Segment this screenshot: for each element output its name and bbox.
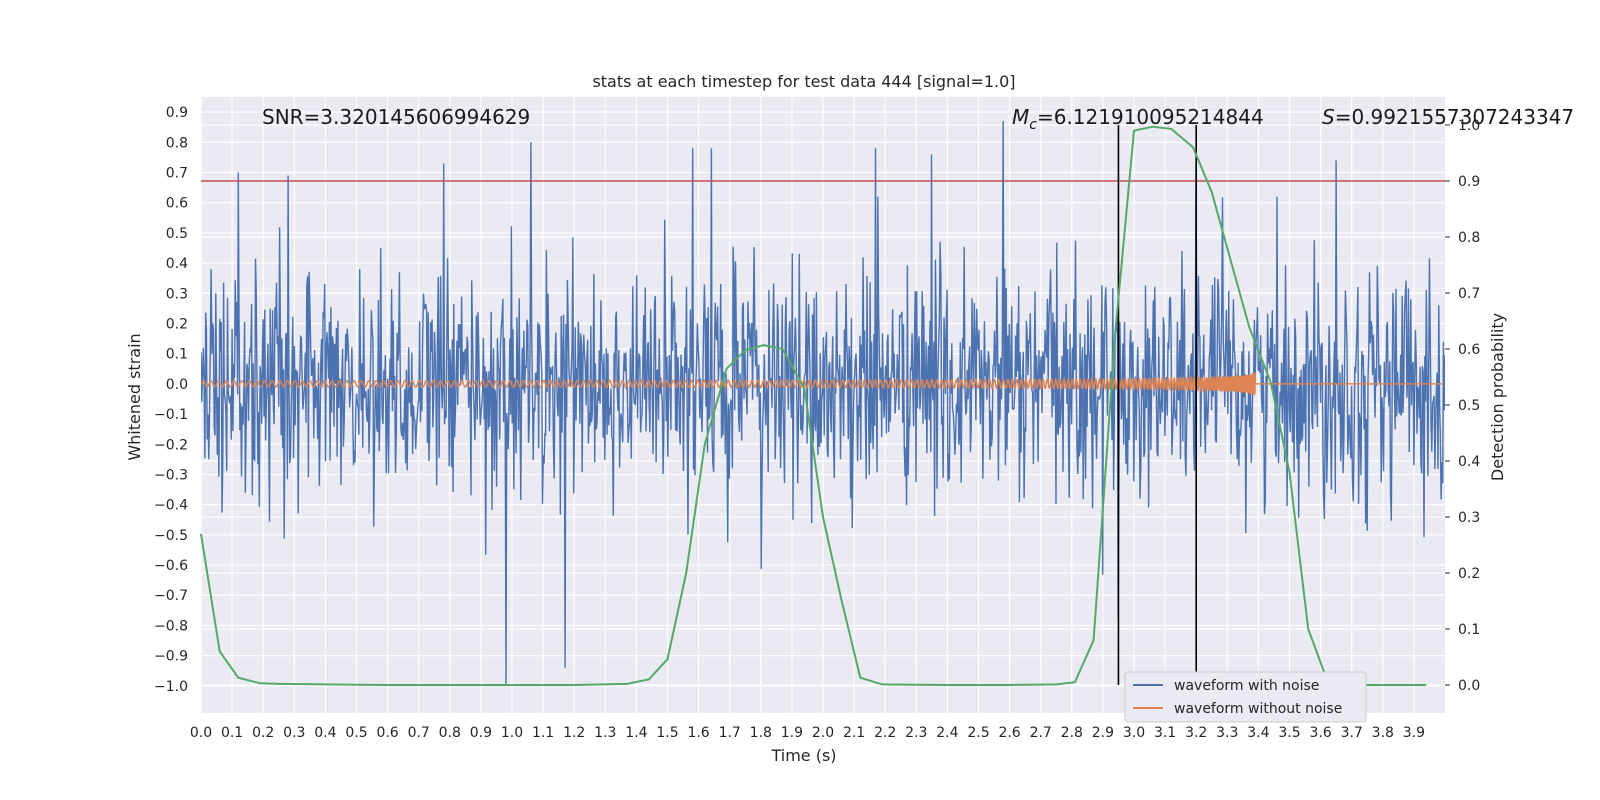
y-right-tick-label: 0.1 <box>1458 622 1480 638</box>
snr-annotation: SNR=3.320145606994629 <box>262 105 530 129</box>
x-tick-label: 1.5 <box>656 725 678 741</box>
y-tick-label: 0.5 <box>166 226 188 242</box>
x-tick-label: 2.9 <box>1092 725 1114 741</box>
y-tick-label: −0.3 <box>154 467 188 483</box>
y-right-tick-label: 0.0 <box>1458 678 1480 694</box>
legend-label-clean: waveform without noise <box>1174 701 1342 717</box>
x-tick-label: 3.4 <box>1247 725 1269 741</box>
y-tick-label: 0.4 <box>166 256 188 272</box>
y-tick-label: −0.6 <box>154 558 188 574</box>
series-clean <box>201 372 1442 396</box>
x-tick-label: 3.6 <box>1309 725 1331 741</box>
x-tick-label: 0.5 <box>345 725 367 741</box>
y-tick-label: 0.3 <box>166 286 188 302</box>
y-right-tick-label: 0.5 <box>1458 398 1480 414</box>
y-right-tick-label: 0.3 <box>1458 510 1480 526</box>
x-tick-label: 0.4 <box>314 725 336 741</box>
chart-title: stats at each timestep for test data 444… <box>592 72 1015 91</box>
x-axis-label: Time (s) <box>770 746 836 765</box>
x-tick-label: 0.0 <box>190 725 212 741</box>
x-tick-label: 1.1 <box>532 725 554 741</box>
y-right-tick-label: 0.2 <box>1458 566 1480 582</box>
y-tick-label: −0.9 <box>154 649 188 665</box>
y-right-tick-label: 1.0 <box>1458 118 1480 134</box>
x-tick-label: 2.6 <box>998 725 1020 741</box>
x-tick-label: 2.5 <box>967 725 989 741</box>
y-axis-label-right: Detection probability <box>1488 313 1507 481</box>
x-tick-label: 1.9 <box>781 725 803 741</box>
mc-symbol: M <box>1012 105 1029 129</box>
x-tick-label: 2.1 <box>843 725 865 741</box>
x-tick-label: 0.7 <box>408 725 430 741</box>
x-tick-label: 3.0 <box>1123 725 1145 741</box>
y-tick-label: −0.5 <box>154 528 188 544</box>
y-tick-label: 0.1 <box>166 347 188 363</box>
x-ticks: 0.0 0.1 0.2 0.3 0.4 0.5 0.6 0.7 0.8 0.9 1.0 1.1 1.2 1… <box>190 725 1425 741</box>
s-value: =0.9921557307243347 <box>1335 105 1574 129</box>
x-tick-label: 2.7 <box>1030 725 1052 741</box>
y-right-tick-label: 0.7 <box>1458 286 1480 302</box>
x-tick-label: 3.7 <box>1341 725 1363 741</box>
x-tick-label: 1.3 <box>594 725 616 741</box>
y-tick-label: 0.7 <box>166 165 188 181</box>
x-tick-label: 0.6 <box>376 725 398 741</box>
y-tick-label: 0.2 <box>166 316 188 332</box>
x-tick-label: 3.9 <box>1403 725 1425 741</box>
y-right-tick-label: 0.4 <box>1458 454 1480 470</box>
x-tick-label: 3.2 <box>1185 725 1207 741</box>
mc-value: =6.121910095214844 <box>1037 105 1264 129</box>
s-annotation: S=0.9921557307243347 <box>1322 105 1574 129</box>
y-tick-label: −0.2 <box>154 437 188 453</box>
x-tick-label: 1.0 <box>501 725 523 741</box>
x-tick-label: 3.3 <box>1216 725 1238 741</box>
y-ticks-right: 0.0 0.1 0.2 0.3 0.4 0.5 0.6 0.7 0.8 0.9 1.0 <box>1445 118 1480 694</box>
x-tick-label: 0.9 <box>470 725 492 741</box>
y-tick-label: 0.9 <box>166 105 188 121</box>
series-noise <box>201 121 1445 686</box>
y-tick-label: 0.8 <box>166 135 188 151</box>
x-tick-label: 0.8 <box>439 725 461 741</box>
probability-line <box>200 125 1427 686</box>
x-tick-label: 0.1 <box>221 725 243 741</box>
mc-annotation: Mc=6.121910095214844 <box>1012 105 1264 133</box>
x-tick-label: 1.8 <box>750 725 772 741</box>
y-tick-label: −0.7 <box>154 588 188 604</box>
x-tick-label: 2.8 <box>1061 725 1083 741</box>
y-right-tick-label: 0.6 <box>1458 342 1480 358</box>
y-tick-label: −0.4 <box>154 498 188 514</box>
y-right-tick-label: 0.8 <box>1458 230 1480 246</box>
clean-waveform-line <box>201 372 1442 396</box>
x-tick-label: 3.8 <box>1372 725 1394 741</box>
vertical-lines <box>1117 125 1197 685</box>
x-tick-label: 2.0 <box>812 725 834 741</box>
grid <box>200 97 1445 713</box>
y-axis-label: Whitened strain <box>125 333 144 460</box>
y-ticks: −1.0 −0.9 −0.8 −0.7 −0.6 −0.5 −0.4 −0.3 −0.2 −0.1… <box>154 105 188 695</box>
x-tick-label: 0.2 <box>252 725 274 741</box>
legend-label-noise: waveform with noise <box>1174 678 1319 694</box>
noise-waveform-line <box>201 121 1445 686</box>
x-tick-label: 3.1 <box>1154 725 1176 741</box>
s-symbol: S <box>1322 105 1335 129</box>
x-tick-label: 1.4 <box>625 725 647 741</box>
y-tick-label: −0.1 <box>154 407 188 423</box>
x-tick-label: 1.2 <box>563 725 585 741</box>
x-tick-label: 1.7 <box>719 725 741 741</box>
mc-subscript: c <box>1029 117 1037 133</box>
x-tick-label: 0.3 <box>283 725 305 741</box>
y-right-tick-label: 0.9 <box>1458 174 1480 190</box>
x-tick-label: 2.4 <box>936 725 958 741</box>
legend: waveform with noise waveform without noi… <box>1124 671 1367 723</box>
x-tick-label: 3.5 <box>1278 725 1300 741</box>
y-tick-label: −1.0 <box>154 679 188 695</box>
y-tick-label: −0.8 <box>154 618 188 634</box>
y-tick-label: 0.0 <box>166 377 188 393</box>
legend-box <box>1124 671 1367 723</box>
x-tick-label: 2.2 <box>874 725 896 741</box>
x-tick-label: 2.3 <box>905 725 927 741</box>
x-tick-label: 1.6 <box>687 725 709 741</box>
y-tick-label: 0.6 <box>166 196 188 212</box>
